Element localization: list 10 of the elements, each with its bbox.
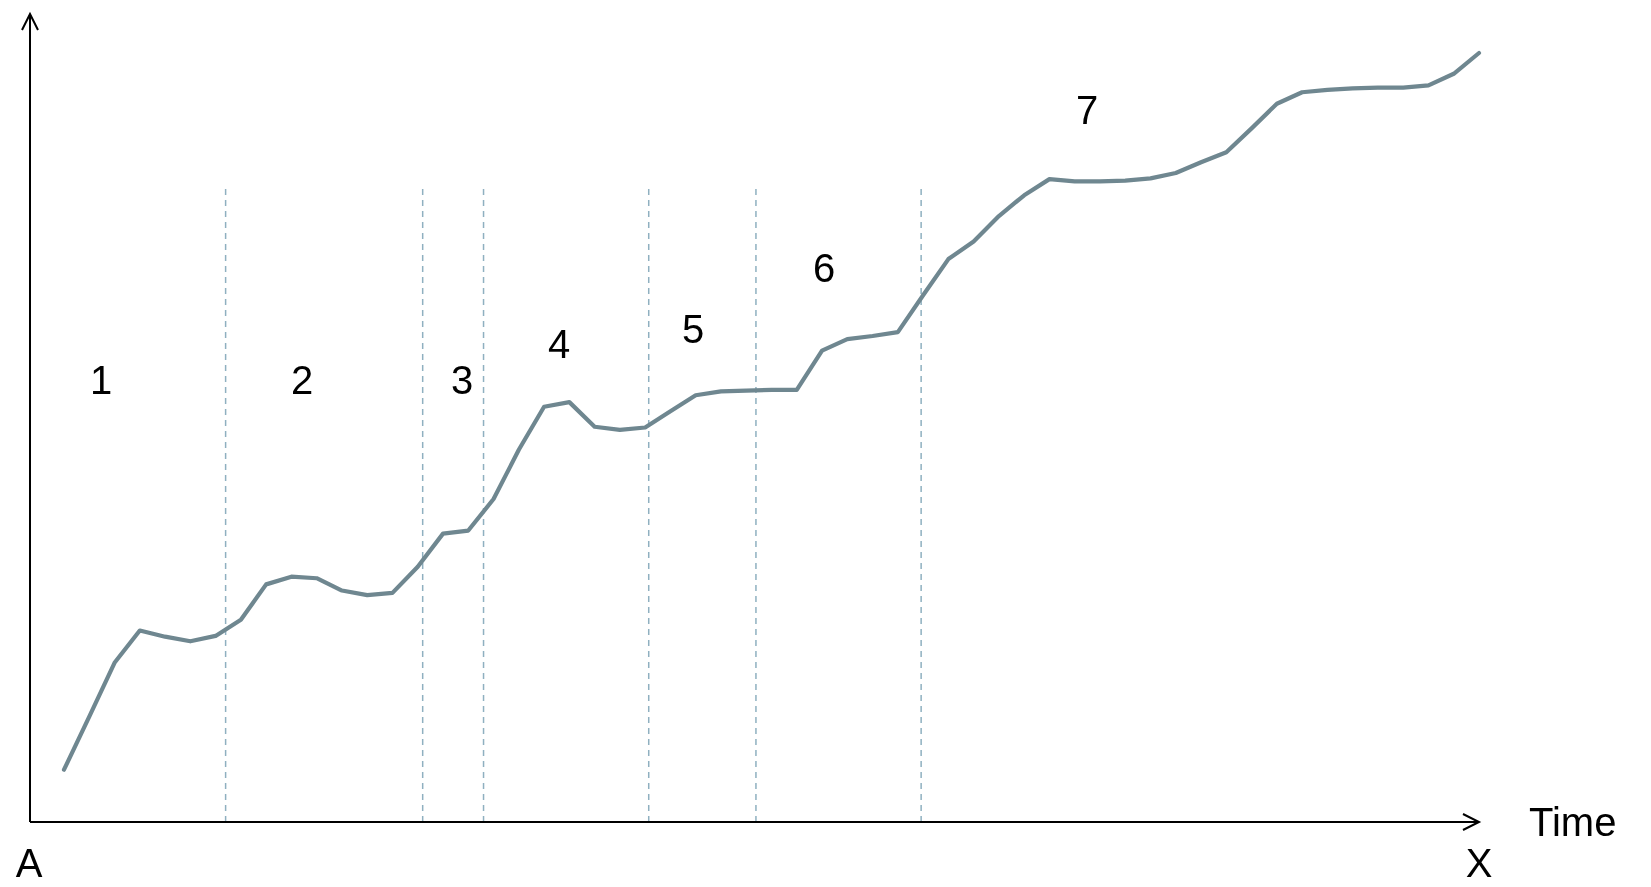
annotation: 3 [450,357,474,402]
annotation: 5 [681,306,705,351]
x-axis-title: Time [1529,800,1617,844]
text: A [15,840,43,885]
text: X [1465,840,1493,885]
annotation: 1 [89,357,113,402]
annotation: 4 [547,321,571,366]
annotation: 6 [812,245,836,290]
annotation: 2 [290,357,314,402]
annotation: 7 [1075,87,1099,132]
